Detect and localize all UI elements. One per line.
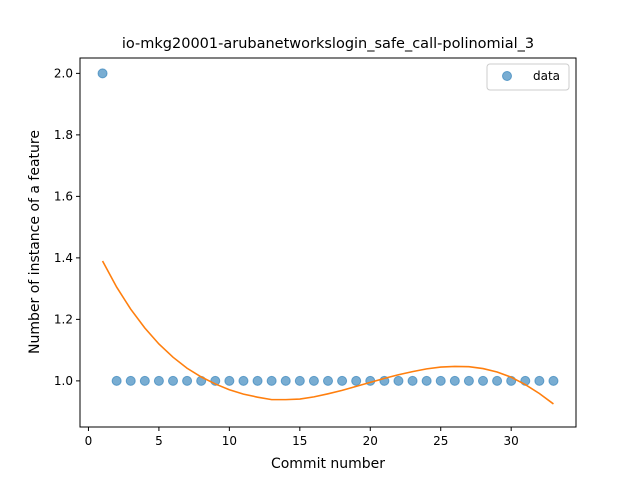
x-tick-label: 0 (85, 434, 93, 448)
plot-frame (79, 57, 577, 428)
data-point (308, 375, 319, 386)
legend-marker-data (502, 71, 512, 81)
y-tick-label: 1.4 (54, 251, 73, 265)
data-point (449, 375, 460, 386)
data-point (224, 375, 235, 386)
chart-title: io-mkg20001-arubanetworkslogin_safe_call… (122, 36, 534, 52)
data-point (351, 375, 362, 386)
data-point (407, 375, 418, 386)
legend: data (486, 63, 570, 91)
y-tick-label: 1.6 (54, 189, 73, 203)
data-point (492, 375, 503, 386)
data-point (393, 375, 404, 386)
x-tick-label: 10 (222, 434, 237, 448)
x-axis-label: Commit number (271, 456, 385, 472)
x-tick-label: 5 (155, 434, 163, 448)
data-point (337, 375, 348, 386)
data-point (534, 375, 545, 386)
data-point (280, 375, 291, 386)
data-point (168, 375, 178, 386)
data-point (125, 375, 136, 386)
data-point (238, 375, 249, 386)
data-point (548, 375, 559, 386)
fit-line (101, 260, 554, 405)
data-point (478, 375, 488, 386)
data-point (463, 375, 474, 386)
legend-label-data: data (533, 69, 560, 83)
y-tick-label: 1.8 (54, 128, 73, 142)
data-point (153, 375, 164, 386)
data-point (266, 375, 277, 386)
data-point (294, 375, 305, 386)
data-point (421, 375, 432, 386)
x-tick-label: 30 (504, 434, 519, 448)
data-point (252, 375, 263, 386)
axis-ticks: 0 5 10 15 20 25 30 1.0 1.2 1.4 1.6 1.8 2.0 (54, 66, 519, 448)
legend-box (486, 63, 570, 91)
data-point (182, 375, 193, 386)
data-point (139, 375, 150, 386)
data-point (435, 375, 446, 386)
plot-area (97, 68, 559, 405)
x-tick-label: 20 (363, 434, 378, 448)
data-point (97, 68, 108, 79)
x-tick-label: 25 (433, 434, 448, 448)
y-tick-label: 2.0 (54, 66, 73, 80)
y-axis-label: Number of instance of a feature (27, 130, 43, 354)
y-tick-label: 1.0 (54, 374, 73, 388)
x-tick-label: 15 (292, 434, 307, 448)
data-point (323, 375, 333, 386)
y-tick-label: 1.2 (54, 312, 73, 326)
data-point (111, 375, 122, 386)
